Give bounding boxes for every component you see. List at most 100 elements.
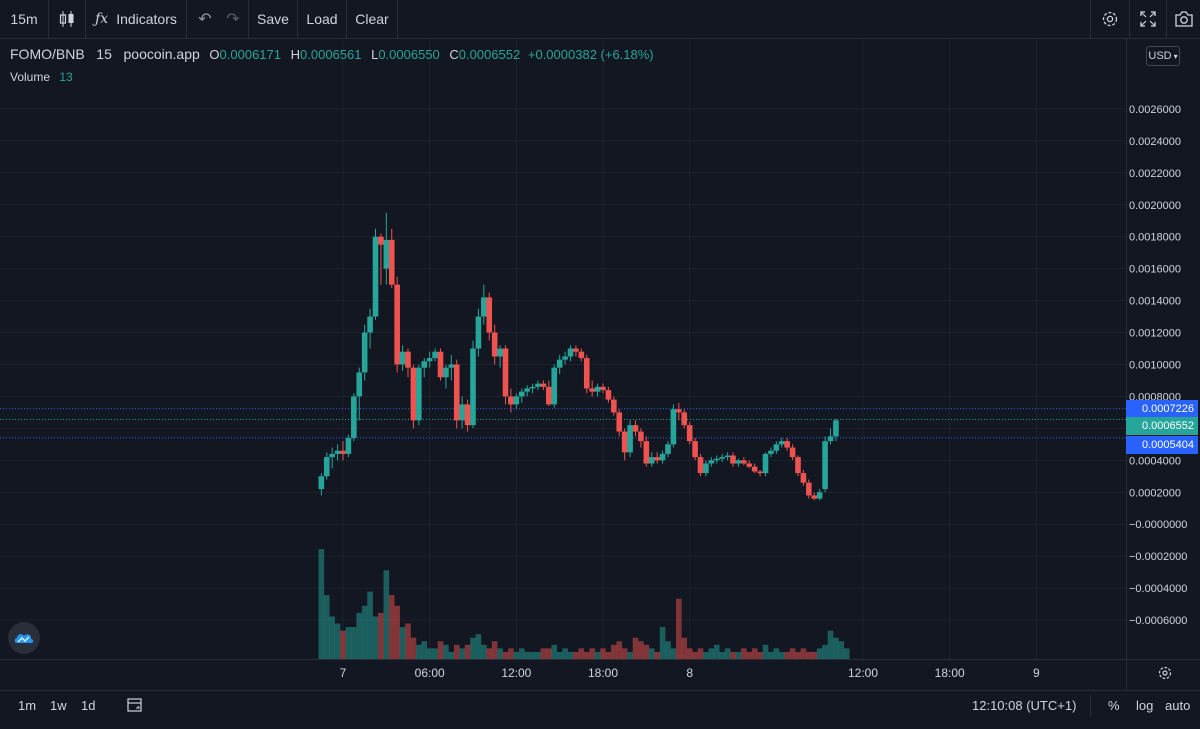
volume-bar (556, 651, 563, 659)
candle-body (605, 390, 612, 400)
symbol-interval: 15 (96, 46, 112, 62)
volume-bar (432, 648, 438, 659)
top-toolbar: 15m ƒx Indicators ↶ ↷ Save Load Clear (0, 0, 1200, 39)
open-value: 0.0006171 (219, 47, 281, 62)
volume-bar (508, 648, 514, 659)
volume-bar (356, 612, 363, 659)
candle-body (426, 358, 433, 362)
candle-body (421, 361, 428, 368)
candle-body (741, 460, 747, 464)
y-tick-label: −0.0006000 (1129, 615, 1187, 627)
volume-value: 13 (59, 70, 73, 84)
candle-body (768, 450, 774, 454)
volume-bar (827, 630, 834, 659)
volume-bar (486, 648, 493, 659)
volume-bar (806, 651, 812, 659)
candle-body (648, 457, 655, 464)
range-1d[interactable]: 1d (81, 698, 96, 713)
volume-bar (464, 644, 471, 659)
volume-bar (535, 651, 541, 659)
x-tick-label: 18:00 (935, 666, 965, 680)
price-chart[interactable]: 0.0026000 0.0024000 0.0022000 0.0020000 0.00… (0, 39, 1200, 729)
go-to-date-button[interactable] (126, 696, 144, 717)
close-label: C (449, 47, 459, 62)
candle-body (351, 396, 357, 438)
volume-bar (697, 648, 704, 659)
indicators-button[interactable]: ƒx Indicators (86, 0, 186, 38)
settings-button[interactable] (1094, 0, 1126, 38)
axis-settings-button[interactable] (1157, 665, 1173, 686)
y-tick-label: 0.0022000 (1129, 168, 1181, 180)
volume-bar (735, 651, 742, 659)
calendar-icon (127, 698, 142, 712)
fullscreen-button[interactable] (1131, 0, 1165, 38)
chart-type-button[interactable] (49, 0, 85, 38)
volume-bar (648, 648, 655, 659)
log-toggle[interactable]: log (1136, 698, 1154, 713)
volume-bar (372, 616, 379, 659)
candle-body (665, 444, 671, 454)
candle-body (616, 412, 623, 432)
range-1w[interactable]: 1w (50, 698, 67, 713)
y-tick-label: 0.0010000 (1129, 359, 1181, 371)
candle-body (573, 348, 579, 352)
volume-bar (676, 598, 682, 659)
y-tick-label: 0.0026000 (1129, 104, 1181, 116)
price-tag-current: 0.0006552 (1126, 417, 1198, 435)
volume-bar (491, 641, 498, 659)
volume-bar (323, 595, 330, 659)
volume-bar (800, 648, 807, 659)
volume-bar (605, 651, 612, 659)
candle-body (773, 444, 780, 451)
interval-button[interactable]: 15m (10, 11, 38, 27)
volume-bar (833, 637, 839, 659)
range-1m[interactable]: 1m (18, 698, 37, 713)
volume-bar (789, 648, 796, 659)
volume-bar (540, 648, 547, 659)
candle-body (491, 332, 498, 357)
candle-body (594, 386, 601, 392)
clock-time[interactable]: 12:10:08 (UTC+1) (972, 698, 1077, 713)
save-button[interactable]: Save (257, 11, 289, 27)
candle-body (540, 383, 547, 387)
candle-body (632, 425, 639, 432)
screenshot-button[interactable] (1167, 0, 1200, 38)
undo-button[interactable]: ↶ (190, 0, 220, 38)
candle-body (692, 441, 698, 458)
volume-bar (416, 644, 422, 659)
volume-bar (822, 644, 828, 659)
volume-bar (686, 648, 693, 659)
candle-body (318, 476, 325, 490)
volume-bar (459, 648, 465, 659)
volume-bar (659, 627, 666, 659)
percent-toggle[interactable]: % (1108, 698, 1120, 713)
currency-button[interactable]: USD ▾ (1146, 46, 1180, 66)
volume-bar (638, 641, 644, 659)
volume-bar (551, 644, 558, 659)
tradingview-logo[interactable] (8, 622, 40, 654)
volume-bar (497, 648, 503, 659)
volume-bar (594, 651, 601, 659)
volume-bar (345, 627, 352, 659)
symbol-source: poocoin.app (123, 46, 200, 62)
volume-bar (768, 651, 774, 659)
load-button[interactable]: Load (306, 11, 338, 27)
volume-bar (443, 644, 449, 659)
volume-bar (784, 651, 790, 659)
candle-body (654, 457, 660, 461)
auto-toggle[interactable]: auto (1165, 698, 1191, 713)
candle-body (827, 436, 834, 442)
volume-bar (502, 651, 509, 659)
volume-bar (616, 641, 623, 659)
candle-body (443, 367, 449, 378)
candle-body (388, 239, 395, 285)
candle-body (795, 457, 801, 474)
candle-body (508, 396, 514, 405)
candle-body (686, 425, 693, 442)
clear-button[interactable]: Clear (355, 11, 389, 27)
close-value: 0.0006552 (458, 47, 521, 62)
volume-bar (692, 651, 698, 659)
symbol-name[interactable]: FOMO/BNB (10, 46, 85, 62)
redo-button[interactable]: ↷ (218, 0, 248, 38)
volume-bar (665, 641, 671, 659)
